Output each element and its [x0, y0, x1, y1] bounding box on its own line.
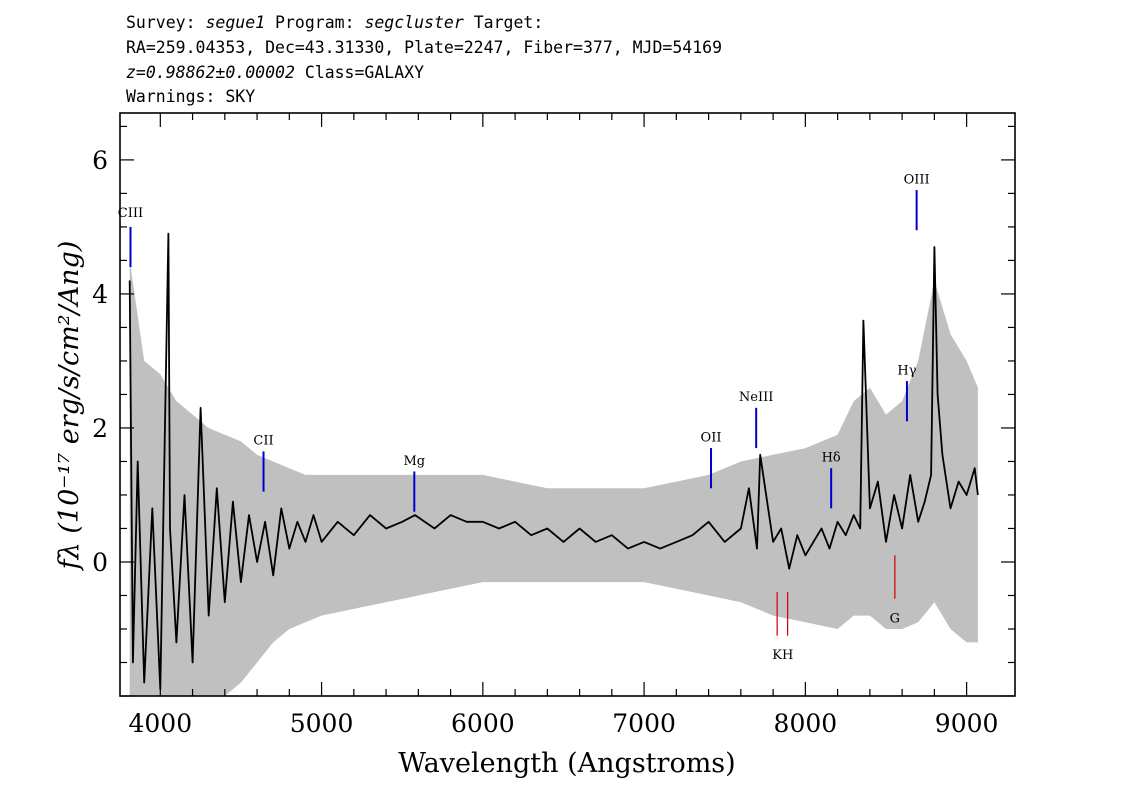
y-tick-label: 4: [92, 280, 108, 309]
line-label-neiii: NeIII: [739, 390, 773, 405]
x-tick-label: 6000: [451, 709, 515, 738]
line-label-g: G: [890, 611, 900, 626]
class-value: Class=GALAXY: [294, 63, 425, 82]
x-tick-label: 8000: [774, 709, 838, 738]
x-tick-label: 9000: [935, 709, 999, 738]
flux-layer: [128, 232, 979, 691]
line-label-h: Hγ: [897, 363, 916, 378]
x-tick-label: 7000: [612, 709, 676, 738]
survey-label: Survey:: [126, 13, 206, 32]
x-tick-label: 4000: [129, 709, 193, 738]
header-line-coordinates: RA=259.04353, Dec=43.31330, Plate=2247, …: [126, 38, 723, 57]
program-value: segcluster: [364, 13, 464, 32]
x-axis-label: Wavelength (Angstroms): [398, 748, 735, 779]
line-label-h: Hδ: [822, 450, 841, 465]
annotation-layer: CIII CII Mg OII NeIII Hδ Hγ OIII K H G: [118, 172, 930, 663]
line-label-mg: Mg: [403, 454, 425, 469]
line-label-cii: CII: [253, 434, 273, 449]
target-label: Target:: [463, 13, 544, 32]
y-tick-label: 2: [92, 414, 108, 443]
program-label: Program:: [265, 13, 365, 32]
line-label-oii: OII: [701, 430, 722, 445]
line-label-oiii: OIII: [904, 172, 930, 187]
axis-ticks: 4000 5000 6000 7000 8000 9000 0 2 4 6: [92, 113, 1015, 738]
line-label-ciii: CIII: [118, 206, 143, 221]
line-label-h: H: [782, 648, 793, 663]
error-band-area: [129, 260, 978, 696]
error-band-layer: [129, 260, 978, 696]
y-tick-label: 6: [92, 146, 108, 175]
survey-value: segue1: [205, 13, 266, 32]
line-label-k: K: [772, 648, 782, 663]
plot-frame: [119, 112, 1016, 697]
y-axis-label: fλ (10⁻¹⁷ erg/s/cm²/Ang): [54, 241, 85, 572]
y-tick-label: 0: [92, 548, 108, 577]
header-line-redshift: z=0.98862±0.00002 Class=GALAXY: [126, 63, 424, 83]
redshift-value: z=0.98862±0.00002: [126, 63, 295, 82]
header-line-warnings: Warnings: SKY: [126, 87, 256, 106]
x-tick-label: 5000: [290, 709, 354, 738]
header-line-survey: Survey: segue1 Program: segcluster Targe…: [126, 13, 543, 33]
flux-line: [128, 232, 979, 691]
